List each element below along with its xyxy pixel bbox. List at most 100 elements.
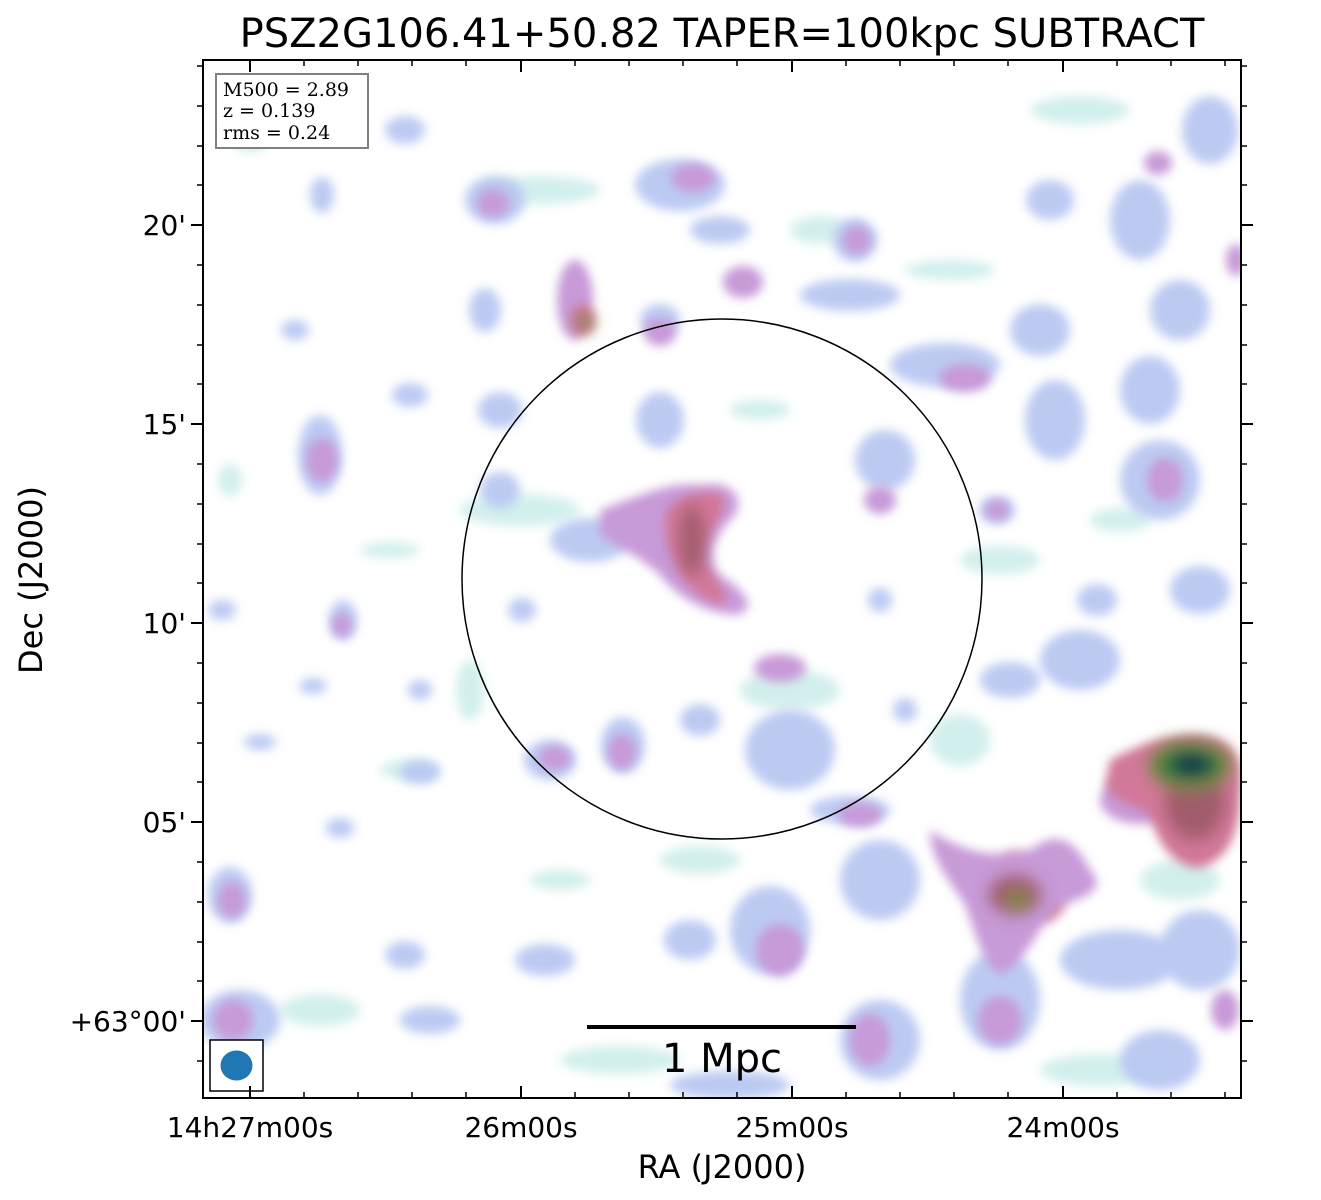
emission-blob [385, 941, 425, 969]
y-axis-label: Dec (J2000) [12, 486, 50, 674]
emission-blob [480, 472, 520, 508]
emission-blob [1144, 151, 1172, 175]
emission-blob [560, 1046, 680, 1074]
emission-blob [208, 600, 236, 620]
emission-blob [1150, 280, 1210, 340]
emission-blob [1160, 910, 1240, 990]
emission-blob [800, 279, 900, 311]
emission-blob [460, 494, 580, 526]
emission-blob [670, 1071, 790, 1098]
emission-blob [745, 710, 835, 790]
emission-blob [1025, 380, 1085, 460]
emission-blob [299, 678, 327, 694]
emission-blob [1040, 630, 1120, 690]
scale-bar: 1 Mpc [587, 1025, 856, 1082]
plot-area: M500 = 2.89 z = 0.139 rms = 0.24 1 Mpc [203, 60, 1241, 1098]
emission-blob [1030, 96, 1130, 124]
emission-blob [680, 504, 704, 576]
emission-blob [740, 670, 840, 710]
emission-blob [840, 840, 920, 920]
emission-blob [400, 760, 440, 784]
emission-blob [930, 714, 990, 766]
emission-blob [1211, 990, 1239, 1030]
info-rms: rms = 0.24 [223, 122, 330, 144]
emission-blob [360, 542, 420, 558]
emission-blob [385, 116, 425, 144]
emission-blob [1120, 1030, 1200, 1090]
emission-blob [306, 438, 338, 482]
x-tick-label: 24m00s [1006, 1111, 1119, 1144]
emission-blob [1172, 753, 1212, 777]
x-axis-label: RA (J2000) [638, 1148, 807, 1186]
emission-blob [244, 734, 276, 750]
emission-blob [690, 216, 750, 244]
r500-circle [461, 318, 983, 840]
emission-blob [1226, 244, 1241, 276]
emission-blob [1060, 930, 1180, 990]
emission-blob [218, 464, 242, 496]
emission-blob [660, 846, 740, 874]
emission-blob [905, 260, 995, 280]
emission-blob [469, 288, 501, 332]
emission-blob [754, 654, 806, 682]
emission-blob [400, 1006, 460, 1034]
y-tick-label: 05' [143, 806, 186, 839]
emission-blob [893, 698, 917, 722]
emission-blob [310, 177, 334, 213]
emission-blob [326, 818, 354, 838]
emission-blob [756, 924, 804, 976]
emission-blob [281, 320, 309, 340]
y-tick-label: 10' [143, 607, 186, 640]
emission-blob [1182, 96, 1238, 164]
y-tick-label: 20' [143, 209, 186, 242]
emission-blob [980, 662, 1040, 698]
x-major-ticks [249, 60, 1064, 1098]
emission-blob [577, 314, 593, 330]
emission-blob [280, 994, 360, 1026]
emission-blob [838, 803, 882, 827]
emission-blob [1026, 180, 1074, 220]
figure-title: PSZ2G106.41+50.82 TAPER=100kpc SUBTRACT [240, 11, 1205, 57]
emission-blob [1110, 180, 1170, 260]
y-major-ticks [191, 224, 1253, 1022]
info-m500: M500 = 2.89 [223, 79, 349, 101]
emission-blob [608, 734, 636, 770]
emission-blob [1147, 458, 1183, 502]
y-tick-label: +63°00' [70, 1005, 186, 1038]
emission-blob [539, 746, 571, 770]
emission-blob [213, 1000, 253, 1040]
y-minor-ticks [197, 65, 1247, 1062]
emission-blob [636, 392, 684, 448]
emission-blob [671, 164, 715, 192]
emission-blob [1090, 508, 1150, 532]
info-redshift: z = 0.139 [223, 100, 315, 122]
emission-blob [850, 1014, 890, 1066]
emission-blob [1140, 860, 1220, 900]
emission-blob [1010, 304, 1070, 356]
emission-blob [1006, 890, 1030, 910]
scale-bar-label: 1 Mpc [662, 1036, 782, 1082]
emission-blob [664, 920, 716, 960]
x-minor-ticks [303, 60, 1226, 1098]
emission-blob [515, 944, 575, 976]
y-tick-label: 15' [143, 408, 186, 441]
emission-blob [218, 882, 246, 918]
x-tick-label: 25m00s [735, 1111, 848, 1144]
emission-blob [855, 430, 915, 490]
emission-blob [408, 680, 432, 700]
emission-blob [392, 383, 428, 407]
plot-frame [202, 59, 1242, 1099]
emission-blob [1170, 566, 1230, 614]
emission-blob [478, 392, 522, 428]
emission-blob [730, 400, 790, 420]
emission-blob [864, 486, 896, 514]
emission-blob [978, 996, 1022, 1044]
emission-blob [1120, 356, 1180, 424]
emission-blob [530, 870, 590, 890]
emission-blob [456, 660, 484, 720]
x-tick-label: 26m00s [464, 1111, 577, 1144]
emission-blob [332, 613, 352, 637]
beam-box [209, 1039, 264, 1092]
x-tick-label: 14h27m00s [167, 1111, 334, 1144]
